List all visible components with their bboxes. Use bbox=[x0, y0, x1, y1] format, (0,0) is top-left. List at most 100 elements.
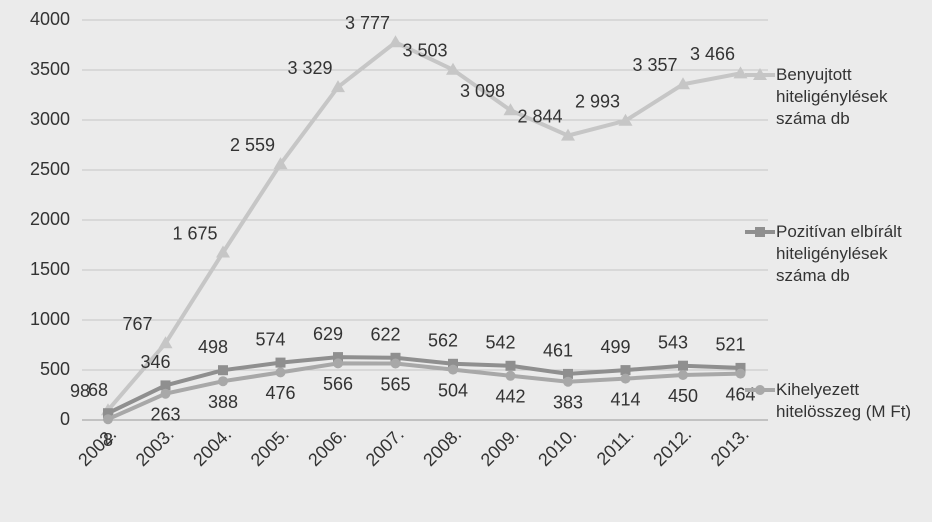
y-tick-label: 3500 bbox=[30, 59, 70, 79]
marker bbox=[103, 414, 113, 425]
data-label: 2 844 bbox=[517, 106, 562, 126]
marker bbox=[218, 365, 228, 376]
marker bbox=[561, 128, 575, 141]
marker bbox=[390, 358, 401, 369]
marker bbox=[753, 68, 767, 80]
y-tick-label: 1000 bbox=[30, 309, 70, 329]
marker bbox=[678, 370, 688, 380]
series-line bbox=[107, 361, 741, 422]
data-label: 3 466 bbox=[690, 44, 735, 64]
marker bbox=[160, 380, 171, 391]
marker bbox=[331, 80, 345, 93]
data-label: 499 bbox=[600, 337, 630, 357]
marker bbox=[103, 408, 113, 419]
series-line bbox=[107, 355, 741, 416]
data-label: 98 bbox=[70, 381, 90, 401]
data-label: 3 503 bbox=[402, 40, 447, 60]
marker bbox=[273, 157, 288, 170]
data-label: 565 bbox=[380, 374, 410, 394]
marker bbox=[755, 227, 765, 237]
marker bbox=[678, 360, 688, 371]
data-label: 767 bbox=[122, 314, 152, 334]
x-tick-label: 2006. bbox=[304, 424, 350, 470]
x-tick-label: 2009. bbox=[477, 424, 523, 470]
data-label: 263 bbox=[150, 404, 180, 424]
data-label: 3 357 bbox=[632, 55, 677, 75]
data-label: 383 bbox=[553, 392, 583, 412]
y-tick-label: 2500 bbox=[30, 159, 70, 179]
data-label: 2 993 bbox=[575, 91, 620, 111]
x-tick-label: 2008. bbox=[419, 424, 465, 470]
data-label: 3 098 bbox=[460, 81, 505, 101]
marker bbox=[505, 360, 516, 371]
marker bbox=[218, 376, 228, 387]
marker bbox=[735, 368, 746, 379]
marker bbox=[733, 66, 748, 79]
data-label: 461 bbox=[543, 341, 573, 361]
data-label: 542 bbox=[485, 333, 515, 353]
marker bbox=[333, 358, 343, 369]
marker bbox=[275, 357, 286, 368]
data-label: 562 bbox=[428, 331, 458, 351]
data-label: 574 bbox=[255, 329, 285, 349]
data-label: 3 329 bbox=[287, 58, 332, 78]
marker bbox=[618, 113, 633, 126]
marker bbox=[448, 358, 458, 369]
marker bbox=[503, 103, 518, 116]
x-tick-label: 2004. bbox=[189, 424, 235, 470]
marker bbox=[333, 352, 343, 363]
data-label: 68 bbox=[88, 380, 108, 400]
marker bbox=[388, 35, 403, 48]
data-label: 2 559 bbox=[230, 135, 275, 155]
legend-label: Pozitívan elbírált hiteligénylések száma… bbox=[776, 222, 902, 285]
x-tick-label: 2011. bbox=[593, 424, 638, 469]
data-label: 521 bbox=[715, 335, 745, 355]
data-label: 629 bbox=[313, 324, 343, 344]
x-tick-label: 2005. bbox=[247, 424, 293, 470]
marker bbox=[563, 368, 573, 379]
y-tick-label: 2000 bbox=[30, 209, 70, 229]
data-label: 388 bbox=[208, 392, 238, 412]
x-tick-label: 2013. bbox=[707, 424, 753, 470]
data-label: 566 bbox=[323, 374, 353, 394]
marker bbox=[216, 245, 230, 258]
data-label: 1 675 bbox=[172, 223, 217, 243]
marker bbox=[563, 376, 573, 387]
data-label: 622 bbox=[370, 325, 400, 345]
data-label: 476 bbox=[265, 383, 295, 403]
marker bbox=[620, 365, 631, 376]
marker bbox=[755, 385, 765, 395]
marker bbox=[448, 364, 458, 375]
x-tick-label: 2012. bbox=[649, 424, 695, 470]
data-label: 504 bbox=[438, 380, 468, 400]
marker bbox=[735, 362, 746, 373]
marker bbox=[505, 370, 516, 381]
data-label: 464 bbox=[725, 384, 755, 404]
data-label: 8 bbox=[103, 430, 113, 450]
marker bbox=[158, 336, 173, 349]
data-label: 442 bbox=[495, 387, 525, 407]
x-tick-label: 2003. bbox=[132, 424, 178, 470]
marker bbox=[390, 352, 401, 363]
data-label: 346 bbox=[140, 352, 170, 372]
x-tick-label: 2010. bbox=[534, 424, 580, 470]
y-tick-label: 4000 bbox=[30, 9, 70, 29]
data-label: 543 bbox=[658, 332, 688, 352]
x-tick-label: 2002. bbox=[74, 424, 120, 470]
y-tick-label: 1500 bbox=[30, 259, 70, 279]
y-tick-label: 0 bbox=[60, 409, 70, 429]
data-label: 3 777 bbox=[345, 13, 390, 33]
data-label: 498 bbox=[198, 337, 228, 357]
y-tick-label: 500 bbox=[40, 359, 70, 379]
marker bbox=[160, 388, 171, 399]
marker bbox=[676, 77, 690, 90]
y-tick-label: 3000 bbox=[30, 109, 70, 129]
marker bbox=[275, 367, 286, 378]
marker bbox=[620, 373, 631, 384]
data-label: 450 bbox=[668, 386, 698, 406]
data-label: 414 bbox=[610, 389, 640, 409]
legend-label: Kihelyezett hitelösszeg (M Ft) bbox=[776, 380, 912, 421]
series-line bbox=[106, 39, 741, 412]
